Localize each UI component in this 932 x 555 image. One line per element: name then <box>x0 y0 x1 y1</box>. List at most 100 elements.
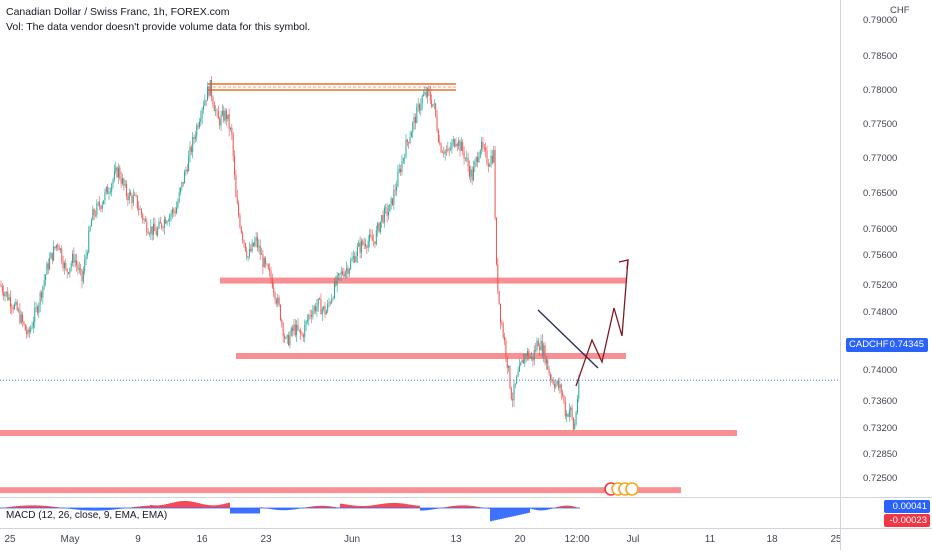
macd-bar <box>386 503 388 508</box>
candle-body <box>110 191 111 192</box>
candle-body <box>84 260 85 271</box>
macd-bar <box>406 504 408 508</box>
candle-body <box>369 235 370 242</box>
candle-body <box>190 147 191 156</box>
candle-body <box>561 384 562 392</box>
candle-body <box>415 117 416 123</box>
macd-bar <box>218 505 220 508</box>
candle-body <box>534 350 535 361</box>
candle-body <box>518 372 519 377</box>
candle-body <box>527 351 528 355</box>
macd-bar <box>524 508 526 514</box>
candle-body <box>504 337 505 340</box>
price-axis[interactable]: 0.790000.785000.780000.775000.770000.765… <box>863 15 897 484</box>
candle-body <box>214 105 215 111</box>
macd-bar <box>194 502 196 508</box>
macd-bar <box>240 508 242 514</box>
candle-body <box>125 184 126 185</box>
projection-arrow-head <box>619 260 628 269</box>
candle-body <box>32 327 33 328</box>
macd-bar <box>350 505 352 508</box>
candle-body <box>121 178 122 184</box>
macd-bar <box>176 502 178 508</box>
candle-body <box>472 169 473 180</box>
candle-body <box>26 330 27 334</box>
candle-body <box>291 328 292 336</box>
candle-body <box>11 307 12 308</box>
symbol-title[interactable]: Canadian Dollar / Swiss Franc, 1h, FOREX… <box>6 6 230 18</box>
candle-body <box>115 167 116 171</box>
candle-body <box>271 271 272 279</box>
candle-body <box>279 298 280 305</box>
candle-body <box>148 233 149 234</box>
macd-legend[interactable]: MACD (12, 26, close, 9, EMA, EMA) <box>6 510 167 521</box>
macd-bar <box>526 508 528 513</box>
candle-body <box>497 264 498 291</box>
candle-body <box>218 111 219 119</box>
candle-body <box>453 139 454 143</box>
macd-bar <box>230 508 232 514</box>
candle-body <box>480 150 481 157</box>
candle-body <box>505 340 506 356</box>
macd-bar <box>400 503 402 508</box>
candle-body <box>285 338 286 339</box>
macd-bar <box>40 506 42 508</box>
last-price-symbol: CADCHF <box>849 338 889 352</box>
candle-body <box>113 179 114 184</box>
candle-body <box>573 418 574 429</box>
time-tick-label: 18 <box>766 534 778 545</box>
candle-body <box>171 214 172 216</box>
candle-body <box>53 246 54 260</box>
candle-body <box>165 219 166 223</box>
event-icons[interactable] <box>605 483 638 495</box>
candle-body <box>574 424 575 429</box>
time-tick-label: 11 <box>705 534 716 545</box>
support-resistance-zones[interactable] <box>0 84 737 493</box>
macd-bar <box>398 503 400 508</box>
candle-body <box>433 104 434 106</box>
candle-body <box>450 149 451 150</box>
candle-body <box>492 156 493 163</box>
macd-bar <box>152 505 154 508</box>
candle-body <box>365 244 366 247</box>
candle-body <box>520 363 521 365</box>
candle-body <box>397 172 398 187</box>
macd-bar <box>410 505 412 508</box>
macd-bar <box>388 503 390 508</box>
macd-bar <box>214 505 216 508</box>
candle-body <box>134 195 135 196</box>
candle-body <box>427 88 428 96</box>
time-tick-label: 9 <box>135 534 141 545</box>
candle-body <box>69 268 70 274</box>
candle-body <box>493 150 494 162</box>
macd-bar <box>516 508 518 515</box>
macd-bar <box>422 508 424 511</box>
volume-note: Vol: The data vendor doesn't provide vol… <box>6 21 310 33</box>
candle-body <box>342 272 343 275</box>
candle-body <box>229 115 230 129</box>
candle-body <box>528 351 529 358</box>
candle-body <box>13 308 14 309</box>
candle-body <box>384 208 385 223</box>
candle-body <box>468 158 469 166</box>
candle-body <box>36 307 37 308</box>
candle-body <box>180 188 181 193</box>
candle-body <box>554 384 555 387</box>
candle-body <box>221 115 222 125</box>
candle-body <box>238 204 239 216</box>
macd-bar <box>490 508 492 521</box>
candle-body <box>266 264 267 265</box>
price-tick-label: 0.72500 <box>863 473 897 484</box>
candle-body <box>293 325 294 331</box>
candle-body <box>422 96 423 105</box>
macd-bar <box>380 504 382 508</box>
candle-body <box>280 305 281 320</box>
candle-body <box>86 256 87 260</box>
candle-body <box>478 157 479 163</box>
candle-body <box>361 241 362 253</box>
candle-body <box>253 243 254 246</box>
price-tick-label: 0.78500 <box>863 51 897 62</box>
